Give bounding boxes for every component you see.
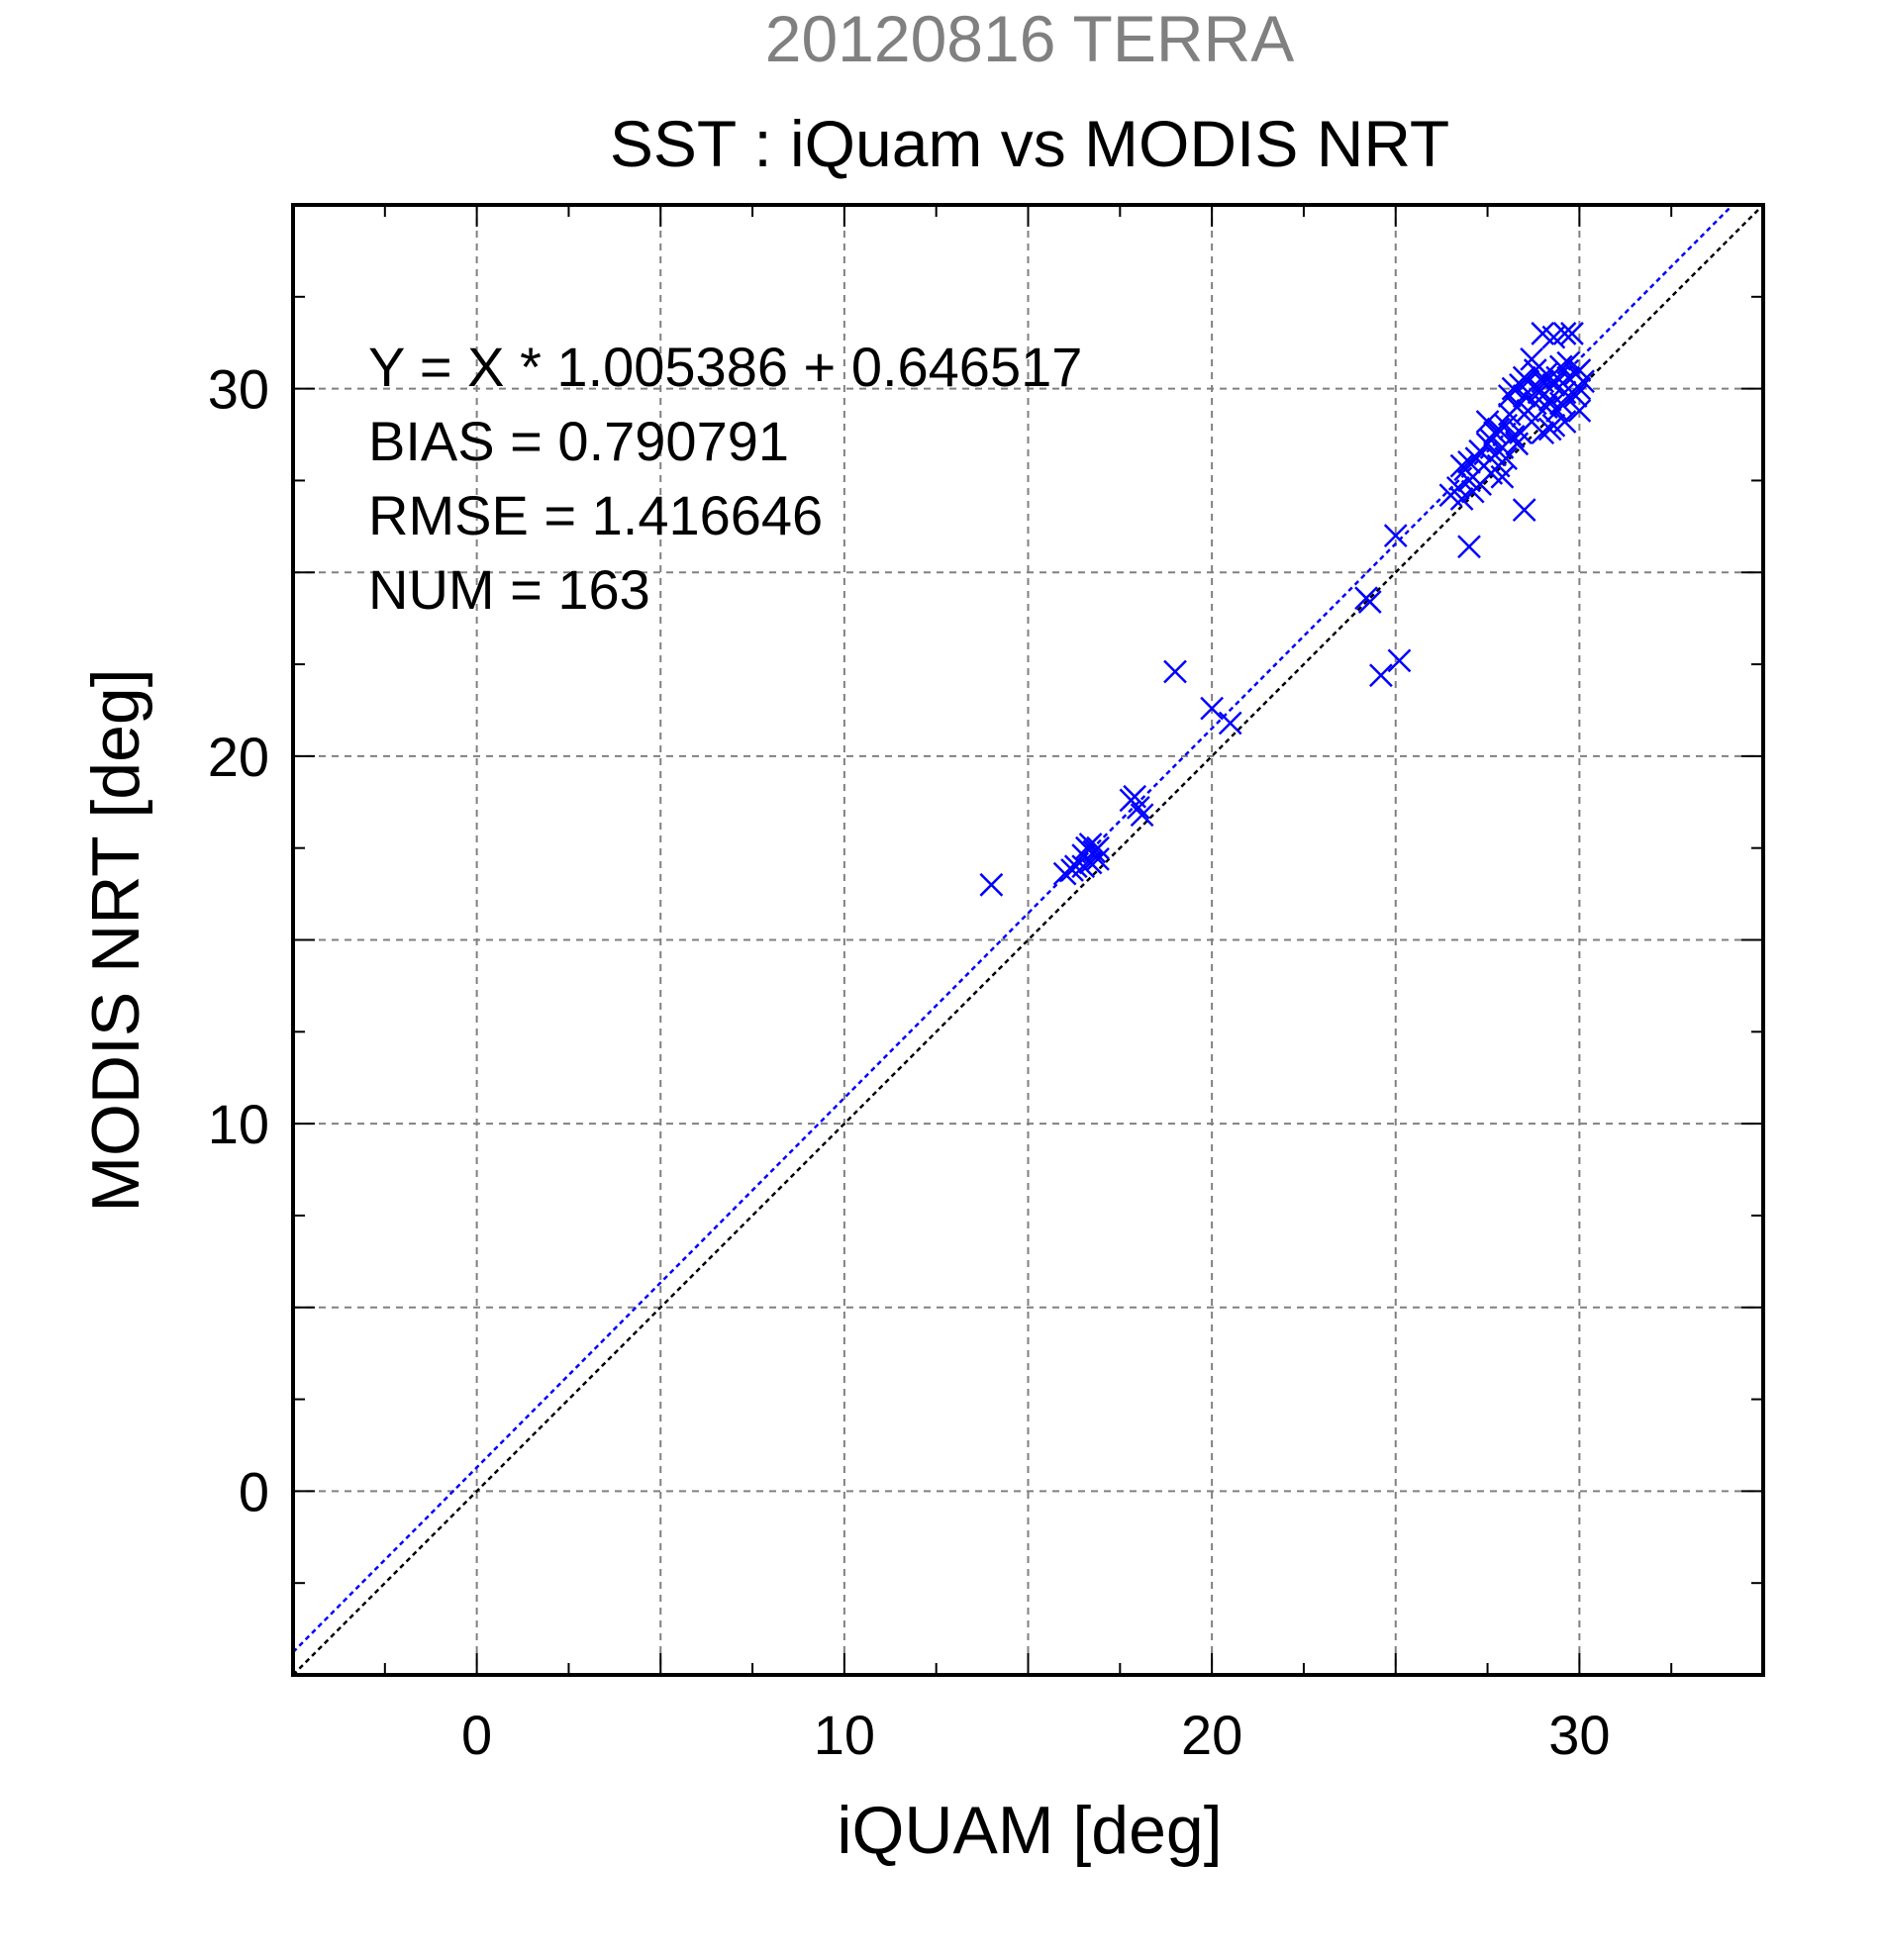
regression-equation: Y = X * 1.005386 + 0.646517 — [368, 336, 1082, 398]
y-axis-label: MODIS NRT [deg] — [78, 668, 153, 1212]
data-point — [1218, 711, 1242, 735]
data-point — [1531, 421, 1555, 445]
x-tick-label: 10 — [814, 1704, 875, 1766]
plot-frame — [291, 203, 1765, 1677]
data-point — [1560, 322, 1584, 345]
x-tick-label: 20 — [1181, 1704, 1242, 1766]
data-point — [1567, 376, 1592, 401]
data-point — [1505, 432, 1530, 456]
x-tick-label: 0 — [461, 1704, 492, 1766]
identity-line — [292, 204, 1764, 1676]
data-point — [1387, 648, 1412, 673]
x-tick-label: 30 — [1548, 1704, 1610, 1766]
data-point — [1063, 854, 1088, 879]
bias-value: BIAS = 0.790791 — [368, 410, 789, 472]
data-points — [979, 322, 1595, 897]
data-point — [979, 872, 1004, 897]
data-point — [1531, 369, 1555, 394]
data-point — [1563, 361, 1588, 386]
data-point — [1071, 854, 1096, 879]
data-point — [1567, 399, 1592, 423]
data-point — [1534, 395, 1558, 420]
data-point — [1078, 833, 1103, 856]
data-point — [1541, 325, 1566, 349]
y-tick-labels: 0 10 20 30 — [208, 358, 269, 1523]
data-point — [1516, 399, 1540, 423]
data-point — [1556, 350, 1581, 375]
y-tick-label: 30 — [208, 358, 269, 421]
data-point — [1200, 696, 1225, 721]
data-point — [1512, 365, 1536, 390]
chart-date-title: 20120816 TERRA — [765, 2, 1294, 75]
data-point — [1449, 487, 1474, 511]
data-point — [1457, 535, 1481, 559]
y-tick-label: 10 — [208, 1093, 269, 1155]
data-point — [1123, 784, 1147, 809]
data-point — [1523, 358, 1547, 382]
data-point — [1494, 446, 1519, 471]
data-point — [1475, 410, 1500, 434]
x-axis-label: iQUAM [deg] — [837, 1793, 1222, 1868]
data-point — [1541, 413, 1566, 438]
data-point — [1512, 498, 1536, 523]
fit-line — [292, 204, 1734, 1653]
num-value: NUM = 163 — [368, 558, 650, 621]
data-point — [1052, 861, 1077, 886]
data-point — [1163, 659, 1187, 684]
data-point — [1130, 803, 1154, 828]
x-tick-labels: 0 10 20 30 — [461, 1704, 1610, 1766]
data-point — [1369, 663, 1393, 688]
reference-lines — [292, 204, 1764, 1676]
rmse-value: RMSE = 1.416646 — [368, 484, 823, 546]
data-point — [1449, 453, 1474, 478]
data-point — [1383, 524, 1408, 548]
data-point — [1086, 835, 1110, 860]
data-point — [1086, 846, 1110, 871]
data-point — [1552, 380, 1577, 405]
y-tick-label: 20 — [208, 726, 269, 788]
data-point — [1457, 468, 1481, 493]
chart-title: SST : iQuam vs MODIS NRT — [610, 107, 1449, 180]
stats-annotation: Y = X * 1.005386 + 0.646517 BIAS = 0.790… — [368, 336, 1082, 621]
y-tick-label: 0 — [239, 1460, 269, 1522]
data-point — [1497, 384, 1522, 408]
data-point — [1357, 590, 1382, 614]
data-point — [1483, 421, 1507, 445]
data-point — [1545, 365, 1569, 390]
